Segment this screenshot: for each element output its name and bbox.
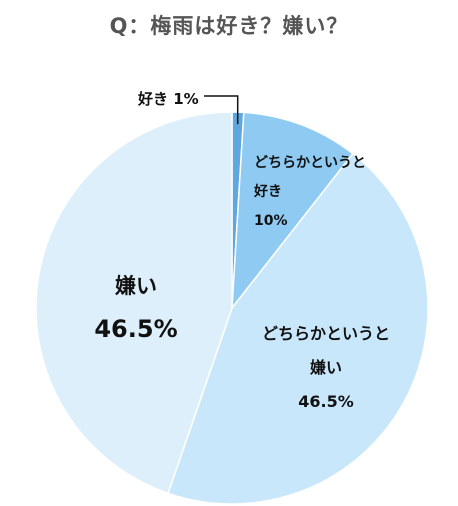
pie-slices	[35, 111, 429, 505]
pie-slice-3	[167, 152, 429, 505]
leader-line	[204, 95, 239, 125]
slice-label-3-line-1: どちらかというと	[262, 324, 390, 343]
slice-label-4-line-1: 嫌い	[115, 274, 157, 298]
slice-label-1-line-1: 好き 1%	[137, 90, 199, 108]
slice-label-2-line-3: 10%	[254, 213, 288, 229]
slice-label-3-line-2: 嫌い	[309, 358, 342, 377]
slice-label-4-line-2: 46.5%	[94, 315, 177, 343]
chart-title: Q：梅雨は好き？嫌い？	[109, 14, 349, 38]
pie-slice-4	[35, 111, 233, 495]
slice-label-2-line-2: 好き	[253, 183, 282, 200]
pie-slice-2	[231, 111, 354, 311]
slice-label-2-line-1: どちらかというと	[254, 155, 366, 171]
slice-label-3-line-3: 46.5%	[298, 392, 354, 411]
